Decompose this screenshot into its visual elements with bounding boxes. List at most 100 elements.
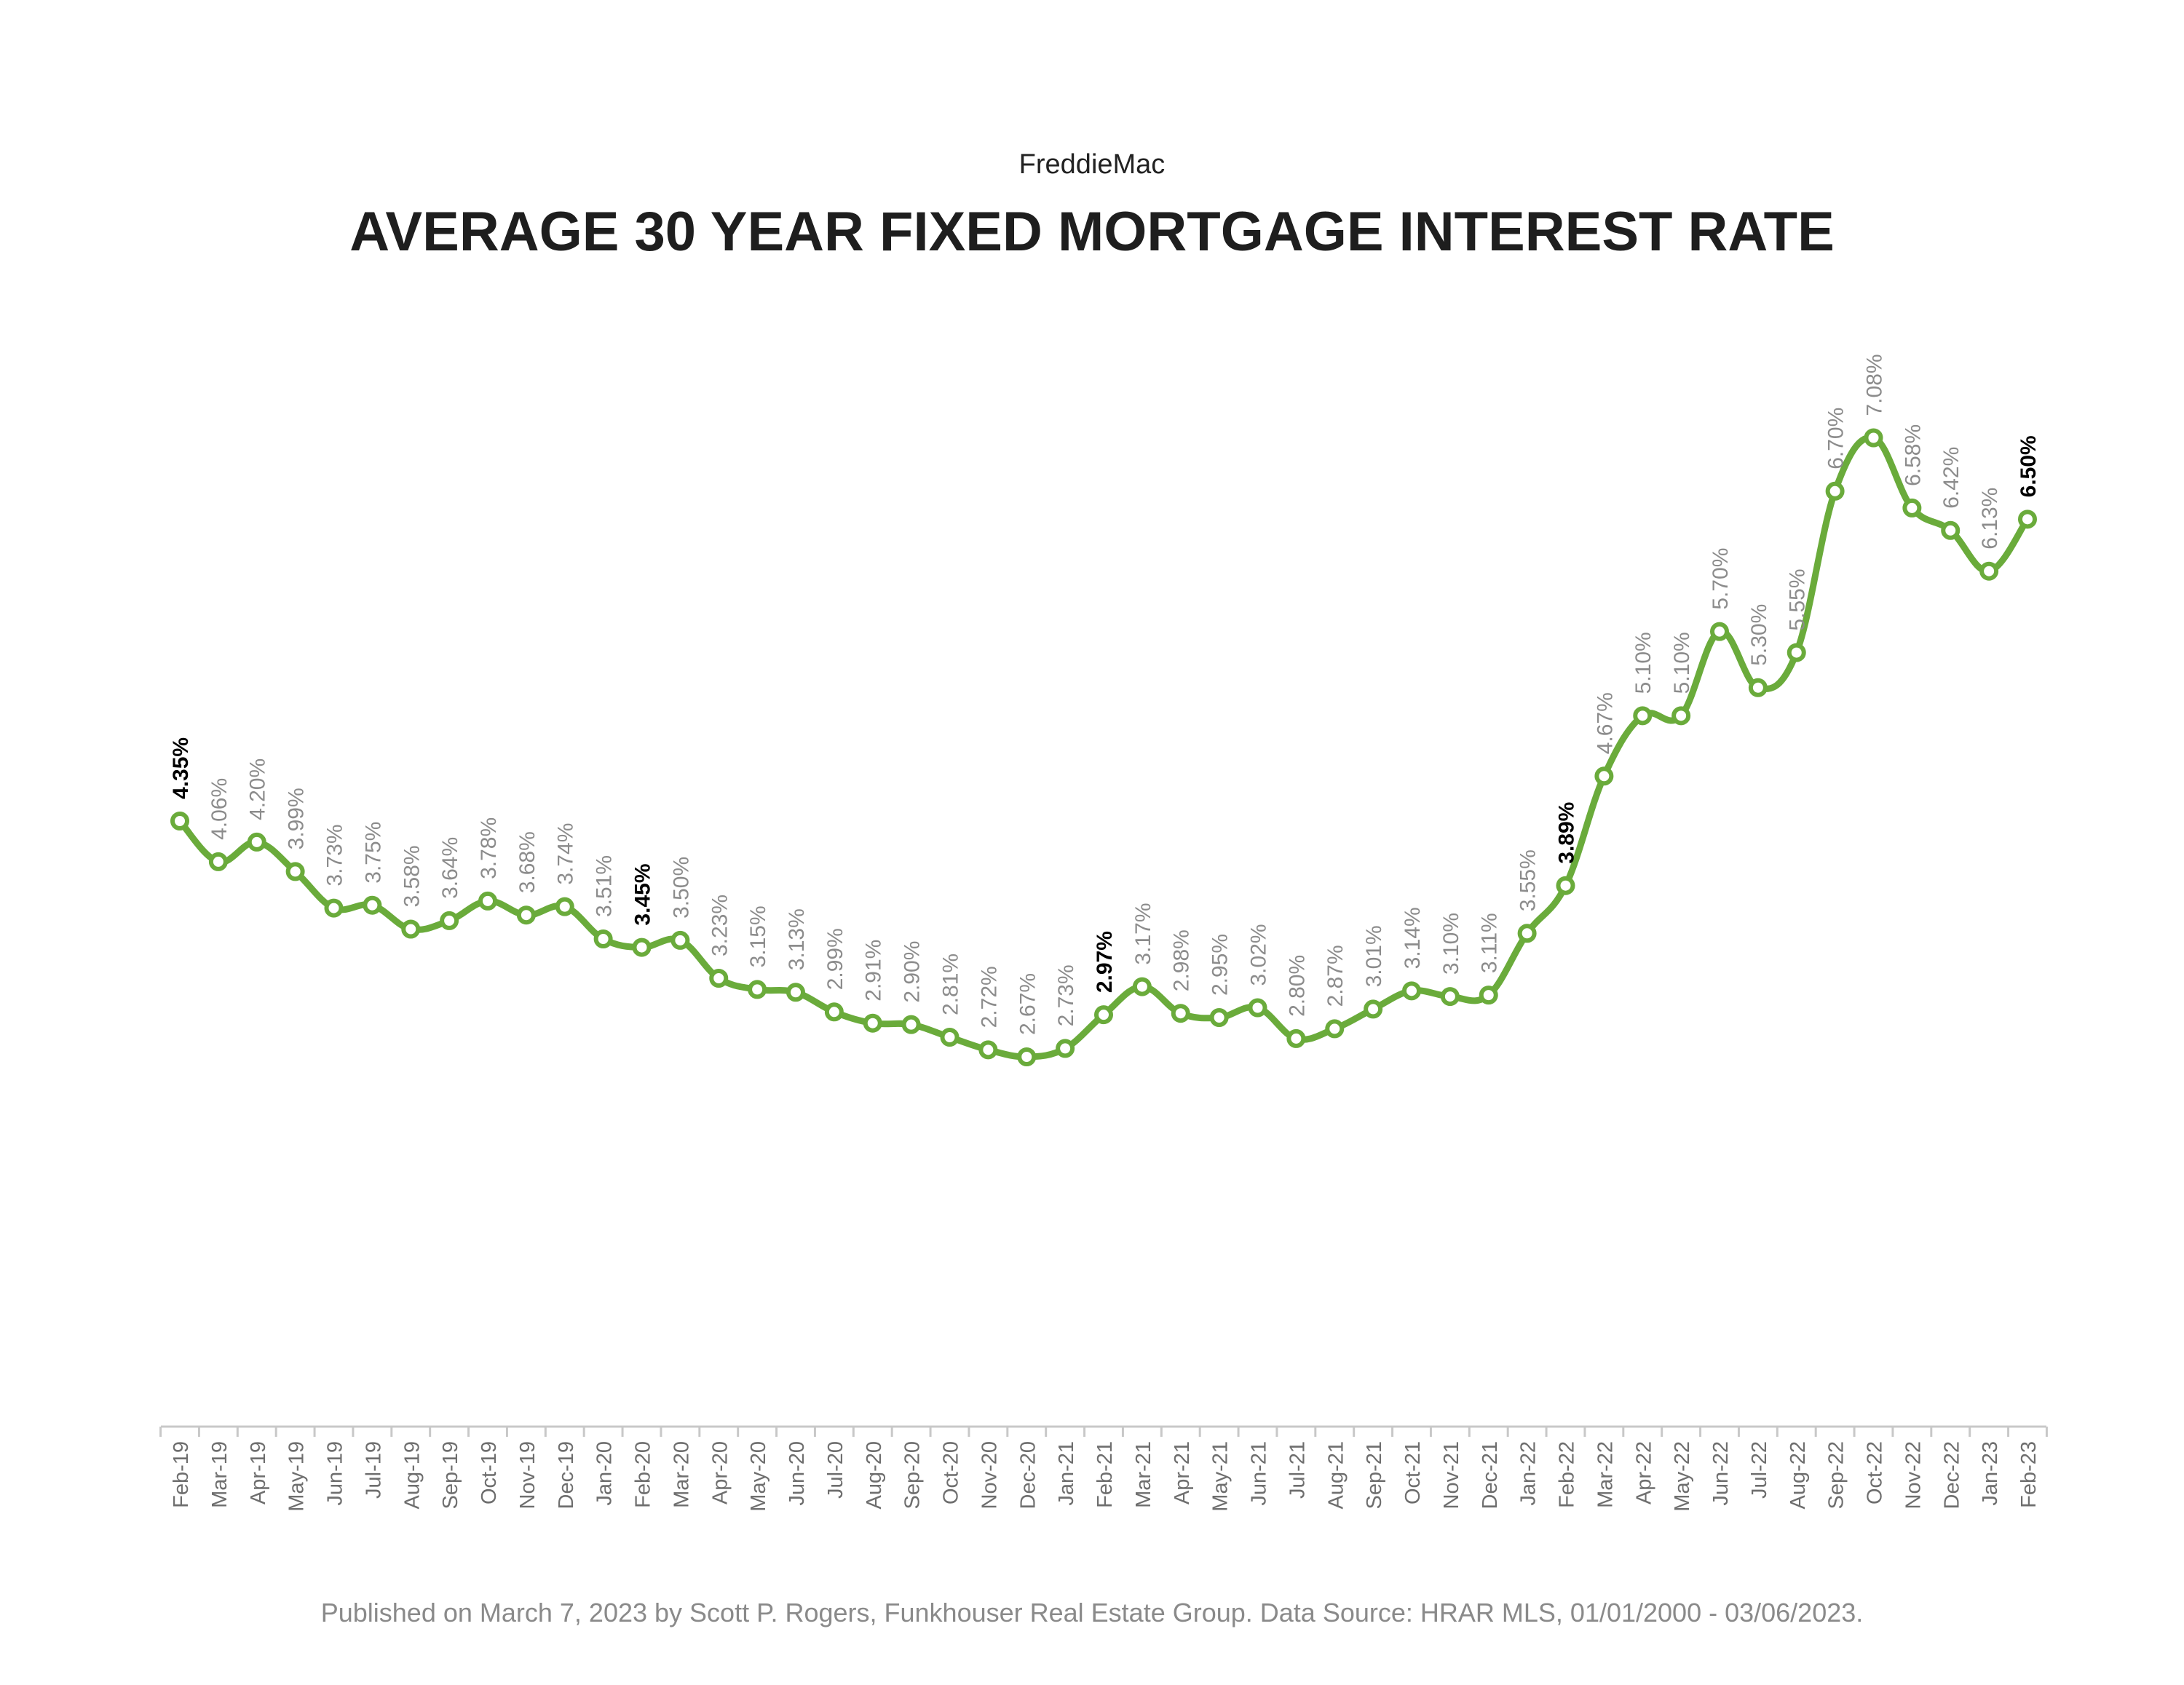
- data-point: [1517, 924, 1537, 943]
- data-point: [709, 969, 729, 988]
- data-label: 5.10%: [1670, 632, 1694, 694]
- data-label: 6.58%: [1901, 424, 1925, 486]
- chart-source: FreddieMac: [1018, 149, 1166, 180]
- x-tick-label: Nov-20: [978, 1441, 1001, 1510]
- data-label: 3.99%: [285, 788, 309, 849]
- data-point: [786, 983, 805, 1002]
- data-label: 2.97%: [1093, 931, 1117, 993]
- data-point: [555, 897, 574, 916]
- data-point: [1094, 1005, 1113, 1025]
- x-tick-label: Jul-19: [362, 1441, 385, 1499]
- data-point: [208, 852, 228, 871]
- data-label: 3.74%: [554, 823, 578, 885]
- chart-footer: Published on March 7, 2023 by Scott P. R…: [320, 1598, 1864, 1627]
- data-label: 3.55%: [1516, 849, 1540, 911]
- x-tick-label: Oct-22: [1864, 1441, 1887, 1504]
- x-tick-label: Aug-19: [400, 1441, 424, 1510]
- data-label: 3.14%: [1401, 907, 1425, 969]
- x-tick-label: Apr-20: [708, 1441, 732, 1504]
- data-label: 2.98%: [1170, 929, 1194, 991]
- x-tick-label: Jun-20: [786, 1441, 809, 1506]
- data-point: [1941, 520, 1961, 540]
- x-tick-label: Jan-20: [593, 1441, 617, 1506]
- x-tick-label: Feb-20: [632, 1441, 655, 1508]
- data-point: [1171, 1004, 1190, 1023]
- data-point: [1248, 998, 1267, 1018]
- data-label: 6.42%: [1939, 447, 1963, 509]
- data-point: [824, 1002, 844, 1022]
- data-label: 2.67%: [1016, 973, 1040, 1035]
- x-tick-label: Mar-20: [670, 1441, 693, 1508]
- x-tick-label: Jun-21: [1248, 1441, 1271, 1506]
- data-point: [1979, 561, 1999, 581]
- data-point: [1633, 706, 1653, 726]
- data-point: [1748, 678, 1768, 697]
- data-point: [170, 812, 189, 830]
- data-label: 3.10%: [1439, 913, 1463, 975]
- data-point: [440, 911, 459, 930]
- x-tick-label: May-21: [1209, 1441, 1233, 1512]
- data-label: 3.50%: [669, 857, 693, 919]
- data-point: [478, 891, 497, 911]
- x-tick-label: Sep-20: [901, 1441, 925, 1510]
- x-tick-label: Aug-21: [1324, 1441, 1348, 1510]
- data-label: 2.99%: [823, 928, 847, 990]
- x-tick-label: Mar-22: [1594, 1441, 1617, 1508]
- data-label: 3.78%: [477, 817, 501, 879]
- data-label: 4.35%: [169, 737, 193, 799]
- data-point: [516, 905, 536, 925]
- x-tick-label: Oct-21: [1401, 1441, 1425, 1504]
- data-label: 3.45%: [631, 863, 655, 925]
- x-tick-label: Jul-20: [824, 1441, 847, 1499]
- x-tick-label: Aug-22: [1787, 1441, 1810, 1510]
- x-tick-label: Jun-22: [1709, 1441, 1733, 1506]
- x-tick-label: Jan-22: [1517, 1441, 1540, 1506]
- x-tick-label: Aug-20: [863, 1441, 886, 1510]
- data-point: [1594, 766, 1614, 786]
- data-label: 3.68%: [515, 831, 539, 893]
- x-tick-label: May-20: [747, 1441, 770, 1512]
- data-point: [363, 895, 382, 915]
- data-label: 3.13%: [785, 908, 809, 970]
- x-tick-label: Apr-21: [1171, 1441, 1194, 1504]
- data-label: 2.81%: [939, 953, 963, 1015]
- data-label: 3.89%: [1555, 802, 1579, 864]
- data-label: 3.17%: [1131, 903, 1155, 964]
- x-tick-label: Nov-21: [1440, 1441, 1463, 1510]
- data-label: 3.64%: [438, 837, 462, 899]
- data-label: 2.80%: [1285, 955, 1309, 1017]
- x-tick-label: Mar-19: [208, 1441, 232, 1508]
- x-tick-label: Dec-19: [555, 1441, 578, 1510]
- x-tick-label: Mar-21: [1132, 1441, 1155, 1508]
- data-label: 2.91%: [862, 940, 886, 1002]
- data-point: [1902, 498, 1922, 518]
- data-point: [978, 1040, 998, 1060]
- data-label: 3.23%: [708, 895, 732, 956]
- data-label: 7.08%: [1863, 354, 1887, 416]
- data-point: [1479, 986, 1498, 1005]
- data-label: 3.01%: [1362, 925, 1386, 987]
- data-point: [748, 980, 767, 999]
- data-label: 2.95%: [1208, 934, 1233, 996]
- data-point: [1056, 1039, 1075, 1058]
- data-point: [1364, 999, 1383, 1019]
- x-tick-label: Nov-22: [1902, 1441, 1925, 1510]
- x-tick-label: May-19: [285, 1441, 309, 1512]
- x-tick-label: Oct-20: [940, 1441, 963, 1504]
- x-tick-label: Sep-21: [1363, 1441, 1386, 1510]
- data-label: 2.73%: [1054, 964, 1078, 1026]
- data-point: [1209, 1008, 1229, 1027]
- data-point: [901, 1015, 921, 1034]
- x-tick-label: Dec-21: [1479, 1441, 1502, 1510]
- x-tick-label: Apr-22: [1632, 1441, 1655, 1504]
- data-point: [401, 919, 421, 939]
- data-point: [324, 898, 344, 918]
- data-label: 3.15%: [746, 905, 770, 967]
- x-tick-label: Nov-19: [516, 1441, 539, 1510]
- data-point: [1556, 876, 1575, 895]
- data-label: 6.70%: [1824, 408, 1848, 469]
- data-point: [940, 1028, 960, 1047]
- data-label: 3.75%: [361, 822, 385, 884]
- data-point: [2018, 510, 2037, 529]
